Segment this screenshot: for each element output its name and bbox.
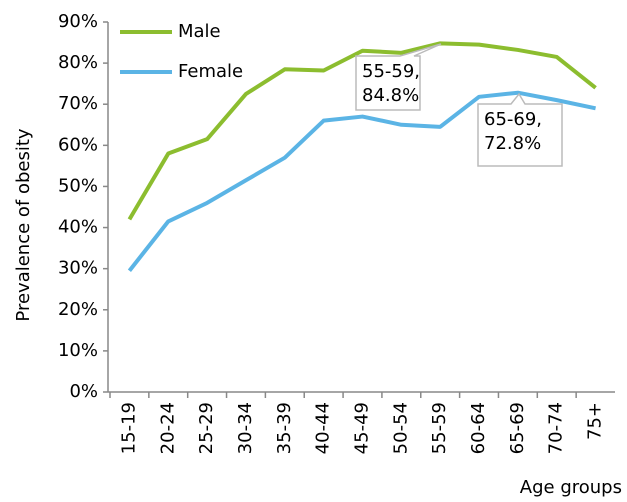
y-tick-label: 20% [58, 299, 98, 320]
annotation-text: 84.8% [362, 85, 419, 106]
x-tick-label: 40-44 [313, 402, 334, 454]
y-tick-label: 0% [69, 381, 98, 402]
y-tick-label: 80% [58, 52, 98, 73]
series-line [127, 41, 597, 221]
y-tick-label: 40% [58, 217, 98, 238]
x-tick-label: 70-74 [546, 402, 567, 454]
y-tick-label: 30% [58, 258, 98, 279]
x-tick-label: 60-64 [468, 402, 489, 454]
annotation-text: 72.8% [484, 133, 541, 154]
x-tick-label: 30-34 [235, 402, 256, 454]
callout [355, 43, 442, 111]
x-tick-label: 35-39 [274, 402, 295, 454]
x-tick-label: 15-19 [118, 402, 139, 454]
callout [477, 92, 563, 167]
y-tick-label: 10% [58, 340, 98, 361]
legend-label: Male [178, 21, 221, 42]
x-tick-label: 50-54 [390, 402, 411, 454]
y-tick-label: 50% [58, 175, 98, 196]
x-axis-label: Age groups [520, 477, 622, 498]
x-tick-label: 25-29 [196, 402, 217, 454]
annotation-text: 65-69, [484, 109, 542, 130]
y-tick-label: 90% [58, 11, 98, 32]
series-line [127, 90, 596, 272]
x-tick-label: 65-69 [507, 402, 528, 454]
annotation-text: 55-59, [362, 61, 420, 82]
x-tick-label: 20-24 [157, 402, 178, 454]
y-tick-label: 60% [58, 134, 98, 155]
legend-label: Female [178, 61, 243, 82]
y-axis-label: Prevalence of obesity [13, 128, 34, 321]
x-tick-label: 55-59 [429, 402, 450, 454]
x-tick-label: 45-49 [352, 402, 373, 454]
y-tick-label: 70% [58, 93, 98, 114]
x-tick-label: 75+ [585, 402, 606, 440]
